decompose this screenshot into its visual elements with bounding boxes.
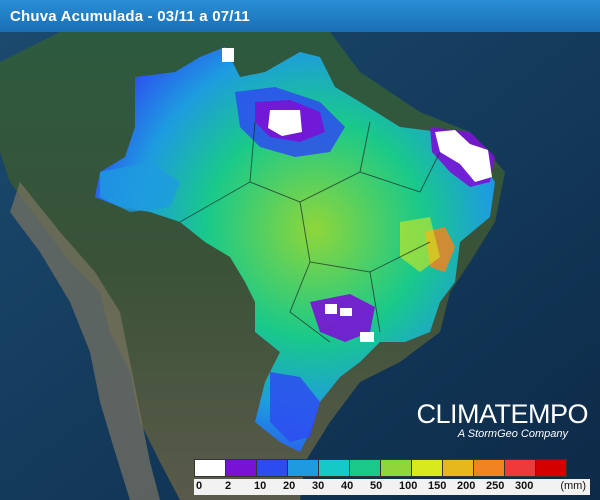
legend-tick-label: 0: [196, 480, 203, 492]
legend-swatch: [473, 459, 505, 477]
dry-patch-south-coast: [360, 332, 374, 342]
legend-tick-label: 2: [225, 480, 232, 492]
rain-legend: (mm) 0 2 10 20 30 40 50 100 150 200 250 300: [194, 459, 590, 497]
legend-swatch: [256, 459, 288, 477]
legend-tick-label: 150: [428, 480, 447, 492]
legend-swatch: [535, 459, 567, 477]
legend-tick-label: 300: [515, 480, 534, 492]
brand-tagline: A StormGeo Company: [457, 428, 568, 440]
legend-swatch: [411, 459, 443, 477]
legend-tick-label: 20: [283, 480, 296, 492]
legend-tick-label: 50: [370, 480, 383, 492]
legend-labels: (mm) 0 2 10 20 30 40 50 100 150 200 250 300: [194, 479, 590, 495]
map-title: Chuva Acumulada - 03/11 a 07/11: [10, 8, 250, 25]
legend-swatch: [194, 459, 226, 477]
legend-swatch: [318, 459, 350, 477]
legend-swatch: [442, 459, 474, 477]
andes-range: [10, 182, 160, 500]
legend-tick-label: 30: [312, 480, 325, 492]
dry-patch-southeast-2: [340, 308, 352, 316]
legend-swatches: [194, 459, 567, 477]
brand-block: CLIMATEMPO A StormGeo Company: [416, 400, 588, 440]
legend-swatch: [287, 459, 319, 477]
dry-patch-southeast-1: [325, 304, 337, 314]
rainfall-map: [0, 32, 600, 500]
legend-tick-label: 200: [457, 480, 476, 492]
brazil-rainfall-area: [95, 47, 495, 452]
legend-swatch: [225, 459, 257, 477]
legend-swatch: [349, 459, 381, 477]
title-bar: Chuva Acumulada - 03/11 a 07/11: [0, 0, 600, 33]
state-borders: [179, 121, 441, 343]
dry-patch-north: [222, 48, 234, 62]
rain-zone-bahia-yellow: [400, 217, 440, 272]
legend-tick-label: 10: [254, 480, 267, 492]
legend-tick-label: 40: [341, 480, 354, 492]
legend-tick-label: 100: [399, 480, 418, 492]
legend-unit: (mm): [560, 480, 586, 492]
legend-swatch: [504, 459, 536, 477]
rain-zone-amazon-west: [100, 162, 180, 212]
brand-logo: CLIMATEMPO: [416, 399, 588, 429]
legend-swatch: [380, 459, 412, 477]
dry-patch-central-north: [268, 110, 302, 136]
dry-patch-northeast: [435, 130, 492, 182]
legend-tick-label: 250: [486, 480, 505, 492]
rain-zone-south: [270, 372, 320, 442]
